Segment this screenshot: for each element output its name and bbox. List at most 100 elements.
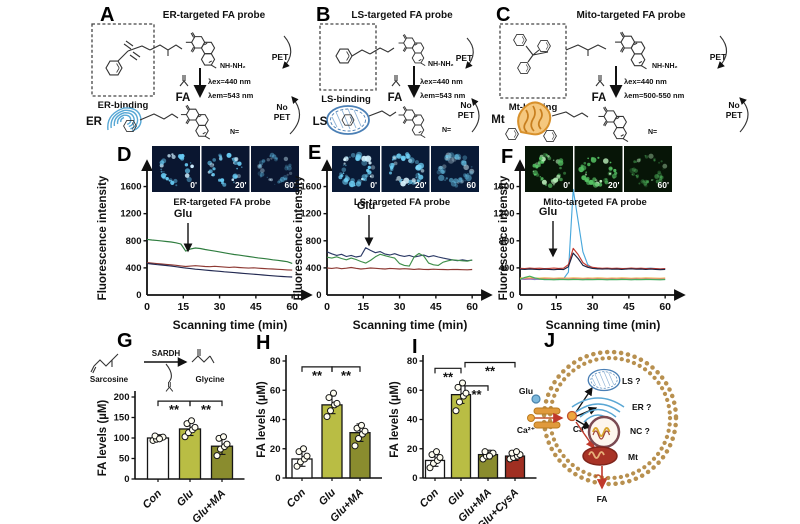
fluorescence-dot [453, 178, 459, 184]
binding-group-box [499, 23, 567, 99]
fluorophore-product [180, 104, 211, 140]
panel-j-cell-diagram: Glu Ca²⁺ Ca²⁺ LS ? ER ? NC ? Mt FA [517, 349, 679, 504]
fluorescence-dot [418, 173, 420, 176]
probe-title: Mito-targeted FA probe [576, 10, 686, 21]
x-tick-label: 30 [214, 301, 226, 313]
fluorescence-dot [368, 161, 372, 165]
fluorescence-dot [460, 180, 464, 184]
fluorescence-dot [464, 174, 470, 180]
fluorescence-dot [339, 172, 343, 176]
fluorescence-dot [612, 176, 615, 179]
triphenylphosphonium-group [513, 34, 551, 74]
fluorescence-dot [405, 153, 411, 159]
bar-Con [146, 437, 170, 480]
fluorescence-dot [370, 165, 376, 170]
fluorescence-dot [396, 153, 401, 158]
fluorescence-dot [542, 152, 548, 158]
category-label: Glu [175, 487, 197, 509]
fluorescence-dot [212, 158, 216, 162]
probe-title: LS-targeted FA probe [351, 10, 453, 21]
fluorophore [614, 31, 648, 70]
x-tick-label: 15 [550, 301, 562, 313]
x-tick-label: 30 [394, 301, 406, 313]
fluorescence-dot [454, 154, 460, 160]
linker-chain [139, 113, 179, 121]
fluorescence-dot [644, 179, 648, 184]
y-tick-label: 800 [126, 236, 142, 247]
fluorescence-dot [647, 180, 649, 182]
fluorescence-dot [269, 152, 275, 158]
y-tick-label: 50 [119, 454, 130, 465]
x-tick-label: 0 [324, 301, 330, 313]
line-chart-f: 0 400 800 1200 1600 0 15 30 45 60 Scanning time (m… [493, 146, 686, 332]
fluorescence-dot [609, 161, 612, 164]
calcium-channel [533, 407, 561, 415]
er-icon [571, 397, 625, 423]
category-label: Con [285, 486, 309, 510]
fluorescence-dot [190, 164, 194, 169]
ca-in-label: Ca²⁺ [573, 424, 591, 434]
bound-ring [543, 130, 557, 142]
data-point [436, 454, 444, 462]
timepoint-label: 0' [370, 180, 377, 190]
panel-label-c: C [496, 4, 511, 26]
organelle-label: LS [313, 116, 328, 128]
y-tick-label: 0 [316, 290, 321, 301]
fluorescence-dot [261, 163, 263, 165]
y-tick-label: 40 [270, 415, 281, 426]
panel-label-d: D [117, 144, 132, 166]
fluorescence-dot [369, 171, 372, 173]
emission-label: λem=543 nm [420, 91, 466, 100]
fluorescence-dot [260, 172, 265, 177]
x-tick-label: 45 [623, 301, 635, 313]
y-tick-label: 1600 [300, 182, 321, 193]
fluorescence-dot [272, 154, 277, 159]
sig-label: ** [443, 369, 454, 384]
timepoint-label: 60 [467, 180, 477, 190]
fluorescence-dot [338, 175, 343, 180]
data-point [223, 440, 231, 448]
fluorescence-dot [613, 168, 617, 173]
fluorescence-dot [638, 182, 641, 185]
line-chart-d: 0 400 800 1200 1600 0 15 30 45 60 Scanning time (m… [97, 146, 313, 332]
fluorescence-dot [453, 154, 459, 160]
data-point [327, 407, 334, 415]
fluorescence-dot [644, 155, 649, 159]
fluorescence-dot [585, 171, 587, 173]
no-label: No [276, 102, 287, 112]
fluorescence-dot [258, 164, 262, 169]
fluorescence-dot [160, 168, 163, 171]
fluorescence-dot [261, 159, 266, 163]
fluorescence-dot [463, 164, 469, 171]
fa-release-squiggle [594, 474, 608, 480]
fluorescence-dot [355, 181, 362, 187]
er-label: ER ? [632, 402, 651, 412]
fluorescence-dot [159, 160, 165, 165]
organelle-label: ER [86, 116, 103, 128]
fluorescence-dot [341, 167, 347, 173]
fluorescence-dot [464, 173, 467, 177]
fluorescence-dot [445, 155, 449, 159]
fluorescence-dot [457, 156, 461, 160]
fluorescence-dot [465, 174, 472, 182]
fluorescence-dot [284, 166, 289, 171]
fluorescence-dot [167, 154, 171, 158]
fluorescence-dot [592, 182, 599, 188]
fluorescence-dot [415, 176, 418, 179]
x-axis-title: Scanning time (min) [353, 318, 468, 332]
series-dark-red [326, 266, 473, 271]
fluorescence-dot [274, 183, 276, 185]
fluorescence-dot [563, 171, 567, 175]
y-axis-title: FA levels (µM) [256, 381, 268, 458]
data-point [452, 407, 460, 415]
fluorescence-dot [175, 184, 178, 187]
fluorescence-dot [636, 174, 639, 178]
y-tick-label: 1600 [120, 182, 141, 193]
pet-arrow [717, 35, 728, 69]
y-tick-label: 0 [509, 290, 514, 301]
fluorescence-dot [458, 178, 465, 184]
fluorescence-dot [651, 179, 653, 181]
fluorescence-dot [547, 155, 550, 158]
sig-bracket [464, 361, 516, 368]
